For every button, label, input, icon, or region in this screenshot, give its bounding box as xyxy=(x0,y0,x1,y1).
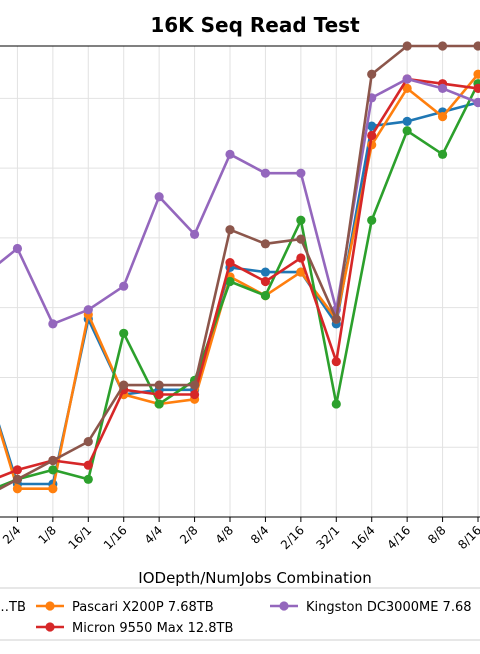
x-tick-label: 1/16 xyxy=(101,523,130,552)
x-tick-labels: 1/12/41/816/11/164/42/84/88/42/1632/116/… xyxy=(0,523,480,552)
data-point xyxy=(189,389,200,400)
data-point xyxy=(296,267,306,277)
series-line xyxy=(0,74,480,329)
series-line xyxy=(0,79,480,488)
series-layer xyxy=(0,41,480,494)
x-tick-label: 16/1 xyxy=(65,523,94,552)
legend-item: Pascari X200P 7.68TB xyxy=(36,600,214,615)
data-point xyxy=(367,215,377,225)
data-point xyxy=(331,356,341,367)
x-tick-label: 16/4 xyxy=(349,523,378,552)
x-tick-label: 32/1 xyxy=(313,523,342,552)
data-point xyxy=(260,291,271,301)
x-tick-label: 2/8 xyxy=(177,523,201,547)
legend-item: Micron 9550 Max 12.8TB xyxy=(36,621,233,636)
data-point xyxy=(367,69,377,79)
data-point xyxy=(154,399,164,409)
data-point xyxy=(402,126,412,136)
data-point xyxy=(12,484,23,494)
data-point xyxy=(331,399,341,409)
data-point xyxy=(12,465,23,475)
data-point xyxy=(402,74,412,84)
data-point xyxy=(83,474,93,484)
data-point xyxy=(473,41,480,51)
x-tick-label: 4/8 xyxy=(213,523,237,547)
data-point xyxy=(48,465,58,475)
data-point xyxy=(189,229,200,239)
x-tick-label: 4/16 xyxy=(384,523,413,552)
legend-swatch-marker xyxy=(45,622,55,632)
data-point xyxy=(154,389,164,400)
data-point xyxy=(189,380,200,390)
data-point xyxy=(260,239,271,249)
x-axis-label: IODepth/NumJobs Combination xyxy=(138,569,371,587)
data-point xyxy=(437,112,448,122)
x-tick-label: 8/8 xyxy=(425,523,449,547)
axes xyxy=(0,45,480,522)
data-point xyxy=(225,276,235,287)
data-point xyxy=(473,69,480,79)
x-tick-label: 8/16 xyxy=(455,523,480,552)
series-path xyxy=(0,44,478,491)
data-point xyxy=(48,319,58,329)
data-point xyxy=(119,328,129,338)
data-point xyxy=(83,460,93,470)
data-point xyxy=(296,234,306,244)
legend-swatch-marker xyxy=(45,601,55,611)
data-point xyxy=(296,168,306,178)
legend-item: …TB xyxy=(0,600,26,615)
series-line xyxy=(0,97,480,489)
data-point xyxy=(225,258,235,268)
legend-swatch-marker xyxy=(279,601,289,611)
legend: …TB Pascari X200P 7.68TB Micron 9550 Max 1… xyxy=(0,587,480,641)
legend-label: Pascari X200P 7.68TB xyxy=(72,600,214,615)
series-path xyxy=(0,73,479,491)
data-point xyxy=(296,253,306,263)
x-tick-label: 2/16 xyxy=(278,523,307,552)
data-point xyxy=(260,267,271,277)
legend-box xyxy=(0,587,480,641)
data-point xyxy=(12,243,23,254)
data-point xyxy=(402,41,412,51)
data-point xyxy=(83,305,93,315)
x-tick-label: 1/8 xyxy=(35,523,59,547)
data-point xyxy=(367,121,377,131)
data-point xyxy=(225,149,235,159)
data-point xyxy=(402,116,412,126)
x-tick-label: 2/4 xyxy=(0,523,24,547)
data-point xyxy=(260,276,271,287)
data-point xyxy=(225,225,235,235)
data-point xyxy=(12,474,23,484)
data-point xyxy=(154,192,164,202)
x-tick-label: 8/4 xyxy=(248,523,272,547)
legend-label: Kingston DC3000ME 7.68 xyxy=(306,600,472,615)
data-point xyxy=(437,83,448,93)
data-point xyxy=(48,455,58,466)
chart-title: 16K Seq Read Test xyxy=(150,13,360,37)
x-tick-label: 4/4 xyxy=(142,523,166,547)
data-point xyxy=(473,97,480,108)
data-point xyxy=(48,484,58,494)
data-point xyxy=(296,215,306,225)
legend-label: …TB xyxy=(0,600,26,615)
series-path xyxy=(0,83,480,488)
data-point xyxy=(260,168,271,178)
data-point xyxy=(437,149,448,159)
series-path xyxy=(0,77,479,326)
data-point xyxy=(83,437,93,447)
data-point xyxy=(437,41,448,51)
legend-label: Micron 9550 Max 12.8TB xyxy=(72,621,233,636)
legend-item: Kingston DC3000ME 7.68 xyxy=(270,600,472,615)
data-point xyxy=(402,83,412,93)
data-point xyxy=(154,380,164,390)
data-point xyxy=(367,130,377,141)
series-line xyxy=(0,41,480,491)
data-point xyxy=(331,314,341,324)
data-point xyxy=(119,380,129,390)
data-point xyxy=(119,281,129,291)
data-point xyxy=(473,83,480,93)
